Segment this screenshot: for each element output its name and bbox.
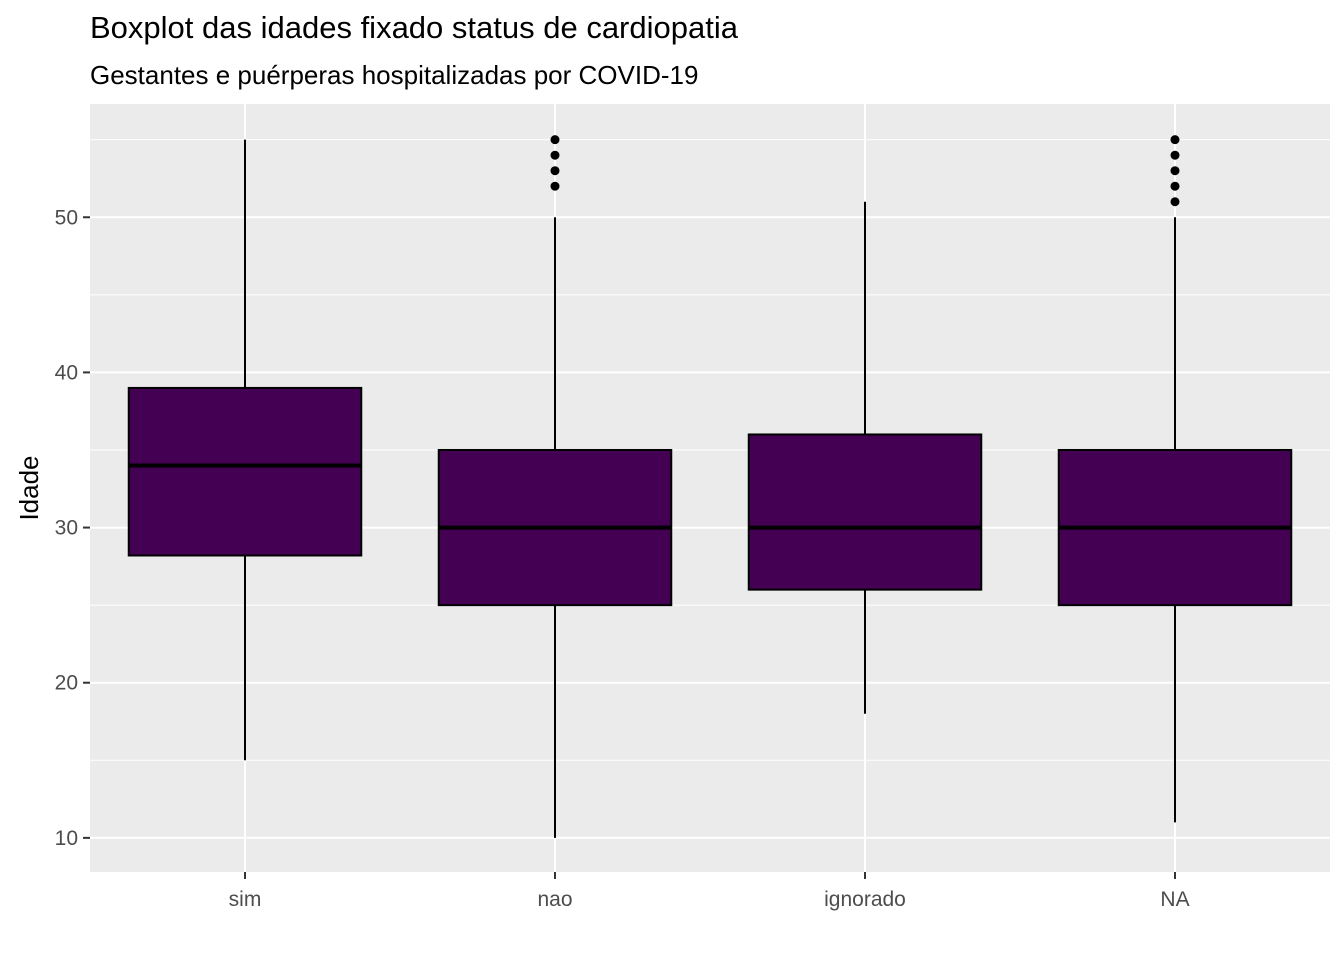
x-tick-label: ignorado xyxy=(824,888,906,911)
outlier-point xyxy=(550,150,560,160)
box-nao xyxy=(437,135,673,838)
box-iqr xyxy=(747,433,983,591)
chart-title: Boxplot das idades fixado status de card… xyxy=(90,10,738,45)
outlier-point xyxy=(1170,181,1180,191)
chart-subtitle: Gestantes e puérperas hospitalizadas por… xyxy=(90,60,699,90)
outlier-point xyxy=(550,135,560,145)
box-sim xyxy=(127,139,363,761)
y-tick-label: 30 xyxy=(55,517,78,540)
outlier-point xyxy=(550,166,560,176)
outlier-point xyxy=(1170,150,1180,160)
y-tick-label: 40 xyxy=(55,361,78,384)
outlier-point xyxy=(550,181,560,191)
y-tick-label: 20 xyxy=(55,672,78,695)
x-tick-label: NA xyxy=(1160,888,1189,911)
box-ignorado xyxy=(747,201,983,714)
y-axis: 10 20 30 40 50 xyxy=(55,206,90,850)
outlier-point xyxy=(1170,166,1180,176)
outlier-point xyxy=(1170,135,1180,145)
x-axis: sim nao ignorado NA xyxy=(229,872,1190,911)
y-tick-label: 10 xyxy=(55,827,78,850)
y-tick-label: 50 xyxy=(55,206,78,229)
box-iqr xyxy=(127,386,363,557)
box-NA xyxy=(1057,135,1293,823)
x-tick-label: sim xyxy=(229,888,262,911)
outlier-point xyxy=(1170,197,1180,207)
boxes xyxy=(127,135,1293,838)
x-tick-label: nao xyxy=(537,888,572,911)
y-axis-label: Idade xyxy=(14,455,44,520)
